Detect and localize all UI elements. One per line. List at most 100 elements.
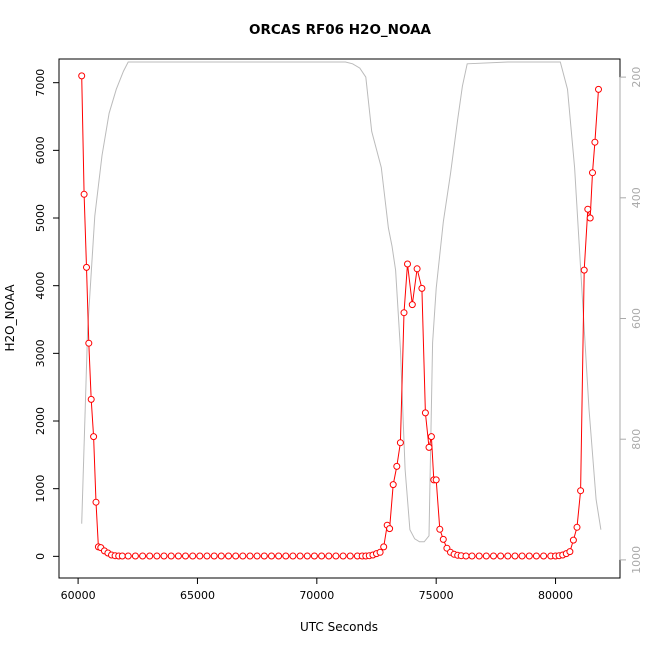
data-point [332, 552, 340, 560]
y-tick-label: 4000 [34, 272, 47, 300]
x-tick-label: 60000 [61, 589, 96, 602]
data-point [462, 552, 470, 560]
series-layer [78, 61, 602, 560]
data-point [400, 309, 408, 317]
y2-tick-label: 1000 [630, 546, 643, 574]
data-point [174, 552, 182, 560]
data-point [139, 552, 147, 560]
data-point [573, 523, 581, 531]
y-tick-label: 1000 [34, 475, 47, 503]
data-point [580, 266, 588, 274]
y-tick-label: 7000 [34, 69, 47, 97]
y-tick-label: 2000 [34, 407, 47, 435]
data-point [296, 552, 304, 560]
data-point [577, 487, 585, 495]
data-point [569, 536, 577, 544]
data-point [78, 72, 86, 80]
data-point [253, 552, 261, 560]
data-point [160, 552, 168, 560]
y2-tick-label: 400 [630, 187, 643, 208]
y2-tick-label: 600 [630, 308, 643, 329]
data-point [246, 552, 254, 560]
data-point [118, 552, 126, 560]
y-axis-label: H2O_NOAA [3, 284, 17, 352]
data-point [540, 552, 548, 560]
data-point [131, 552, 139, 560]
chart-title: ORCAS RF06 H2O_NOAA [249, 22, 432, 38]
data-point [532, 552, 540, 560]
x-tick-label: 65000 [180, 589, 215, 602]
data-point [167, 552, 175, 560]
data-point [325, 552, 333, 560]
x-tick-label: 80000 [538, 589, 573, 602]
data-point [413, 265, 421, 273]
data-point [595, 85, 602, 93]
data-point [189, 552, 197, 560]
x-axis: 60000 65000 70000 75000 80000 [61, 577, 573, 602]
data-point [432, 476, 440, 484]
data-point [511, 552, 519, 560]
data-point [239, 552, 247, 560]
y-axis: 0 1000 2000 3000 4000 5000 6000 7000 [34, 69, 60, 560]
data-point [289, 552, 297, 560]
data-point [210, 552, 218, 560]
y2-tick-label: 800 [630, 429, 643, 450]
data-point [318, 552, 326, 560]
data-point [268, 552, 275, 560]
data-point [418, 284, 426, 292]
data-point [490, 552, 497, 560]
secondary-series-line [81, 61, 602, 543]
data-point [408, 301, 416, 309]
data-point [439, 535, 447, 543]
data-point [153, 552, 161, 560]
data-point [436, 525, 444, 533]
data-point [310, 552, 318, 560]
data-point [196, 552, 204, 560]
y-tick-label: 3000 [34, 339, 47, 367]
data-point [124, 552, 132, 560]
data-point [217, 552, 225, 560]
x-axis-label: UTC Seconds [300, 620, 378, 634]
data-point [339, 552, 347, 560]
data-point [282, 552, 290, 560]
data-point [85, 339, 93, 347]
data-point [425, 443, 433, 451]
data-point [584, 205, 592, 213]
data-point [504, 552, 512, 560]
data-point [83, 263, 90, 271]
data-point [146, 552, 154, 560]
data-point [396, 439, 404, 447]
data-point [87, 395, 95, 403]
y2-tick-label: 200 [630, 67, 643, 88]
data-point [525, 552, 533, 560]
y-tick-label: 5000 [34, 204, 47, 232]
data-point [421, 409, 429, 417]
data-point [468, 552, 476, 560]
data-point [182, 552, 189, 560]
x-tick-label: 70000 [299, 589, 334, 602]
data-point [376, 548, 384, 556]
data-point [386, 525, 394, 533]
data-point [275, 552, 283, 560]
data-point [232, 552, 240, 560]
data-point [346, 552, 354, 560]
data-point [393, 462, 401, 470]
data-point [203, 552, 211, 560]
data-point [586, 214, 594, 222]
data-point [591, 138, 599, 146]
data-point [427, 433, 435, 441]
x-tick-label: 75000 [419, 589, 454, 602]
y-tick-label: 0 [34, 553, 47, 560]
data-point [497, 552, 505, 560]
data-point [404, 260, 411, 268]
data-point [389, 481, 397, 489]
data-point [90, 433, 98, 441]
data-point [475, 552, 483, 560]
data-point [380, 543, 388, 551]
data-point [303, 552, 311, 560]
data-point [518, 552, 526, 560]
data-point [225, 552, 232, 560]
y-tick-label: 6000 [34, 136, 47, 164]
